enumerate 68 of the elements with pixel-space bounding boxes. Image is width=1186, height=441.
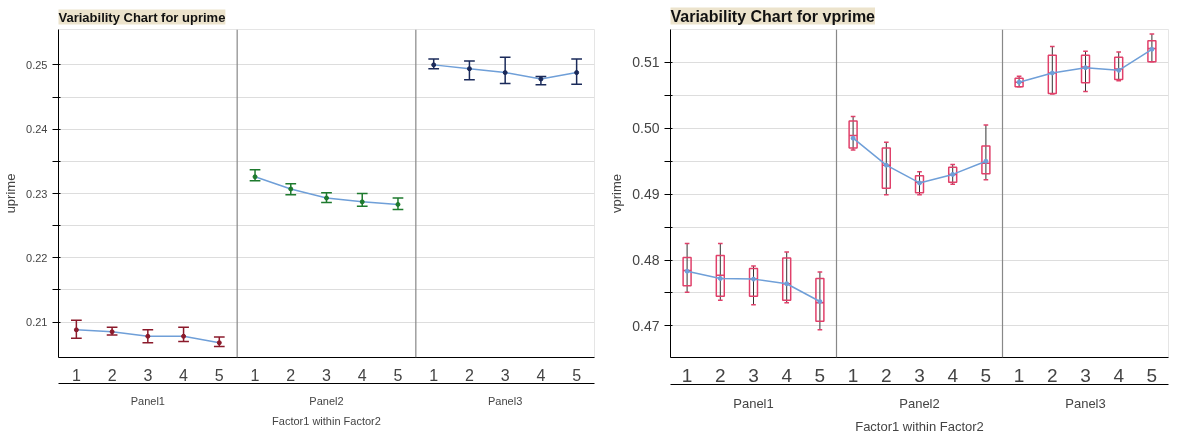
text: Panel3 xyxy=(488,394,523,407)
x-tick-label: 4 xyxy=(781,364,793,386)
chart-title: Variability Chart for vprime xyxy=(670,7,876,25)
y-tick-label: 0.25 xyxy=(26,58,48,71)
x-tick-label: 4 xyxy=(357,366,367,384)
point xyxy=(502,70,508,76)
point xyxy=(216,340,222,346)
y-axis-title: uprime xyxy=(3,173,19,214)
text: Panel2 xyxy=(309,394,344,407)
x-tick-label: 2 xyxy=(881,364,892,386)
x-tick-label: 1 xyxy=(1013,364,1025,386)
x-tick-label: 2 xyxy=(715,364,726,386)
x-tick-label: 3 xyxy=(914,364,925,386)
point xyxy=(359,199,365,205)
point xyxy=(73,327,79,333)
x-tick-label: 5 xyxy=(814,364,826,386)
text: Panel1 xyxy=(130,394,165,407)
text: Panel2 xyxy=(899,395,940,411)
point xyxy=(717,275,723,281)
x-tick-label: 3 xyxy=(1080,364,1091,386)
x-tick-label: 4 xyxy=(536,366,546,384)
text: Panel3 xyxy=(1065,395,1106,411)
point xyxy=(466,66,472,72)
chart-title: Variability Chart for uprime xyxy=(58,9,226,25)
x-tick-label: 1 xyxy=(681,364,693,386)
x-axis-title: Factor1 within Factor2 xyxy=(272,414,381,427)
x-tick-label: 4 xyxy=(1113,364,1125,386)
point xyxy=(538,76,544,82)
x-tick-label: 2 xyxy=(107,366,117,384)
text: Panel1 xyxy=(733,395,774,411)
y-tick-label: 0.48 xyxy=(632,252,660,269)
point xyxy=(288,186,294,192)
x-tick-label: 5 xyxy=(980,364,992,386)
x-tick-label: 3 xyxy=(500,366,510,384)
x-tick-label: 1 xyxy=(847,364,859,386)
x-tick-label: 1 xyxy=(250,366,260,384)
x-tick-label: 1 xyxy=(71,366,81,384)
point xyxy=(395,201,401,207)
x-tick-label: 4 xyxy=(179,366,189,384)
point xyxy=(181,333,187,339)
x-tick-label: 3 xyxy=(748,364,759,386)
x-tick-label: 3 xyxy=(322,366,332,384)
y-tick-label: 0.21 xyxy=(26,316,48,329)
point xyxy=(983,158,989,164)
x-tick-label: 2 xyxy=(286,366,296,384)
x-axis-title: Factor1 within Factor2 xyxy=(855,418,984,434)
x-tick-label: 5 xyxy=(1146,364,1158,386)
y-tick-label: 0.50 xyxy=(632,120,660,137)
y-tick-label: 0.47 xyxy=(632,317,660,334)
point xyxy=(431,62,437,68)
y-tick-label: 0.23 xyxy=(26,187,48,200)
point xyxy=(850,135,856,141)
y-tick-label: 0.49 xyxy=(632,186,660,203)
x-tick-label: 5 xyxy=(214,366,224,384)
point xyxy=(145,333,151,339)
y-tick-label: 0.51 xyxy=(632,54,660,71)
x-tick-label: 5 xyxy=(572,366,582,384)
x-tick-label: 4 xyxy=(947,364,959,386)
x-tick-label: 1 xyxy=(429,366,439,384)
point xyxy=(252,174,258,180)
x-tick-label: 3 xyxy=(143,366,153,384)
x-tick-label: 2 xyxy=(464,366,474,384)
y-tick-label: 0.24 xyxy=(26,123,48,136)
y-tick-label: 0.22 xyxy=(26,251,48,264)
x-tick-label: 5 xyxy=(393,366,403,384)
point xyxy=(574,70,580,76)
x-tick-label: 2 xyxy=(1047,364,1058,386)
y-axis-title: vprime xyxy=(609,173,625,213)
